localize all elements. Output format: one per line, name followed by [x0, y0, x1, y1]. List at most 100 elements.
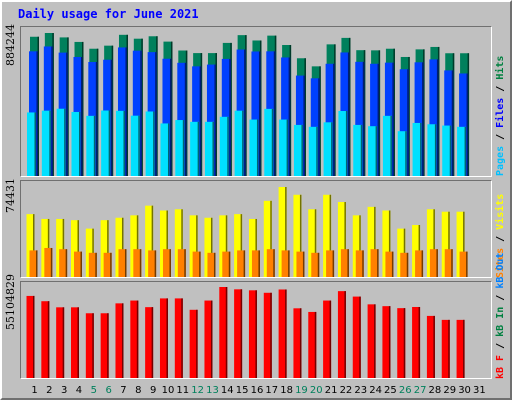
sites-bar-shade [213, 252, 216, 277]
kbytes-bar-shade [107, 313, 109, 378]
pages-bar [101, 110, 111, 176]
sites-bar-shade [228, 251, 231, 277]
kbytes-bar-shade [403, 308, 406, 378]
hits-bar-shade [393, 48, 395, 177]
visits-bar [159, 210, 168, 277]
files-bar-shade [258, 51, 261, 176]
visits-bar-shade [329, 194, 332, 277]
pages-bar-shade [331, 122, 333, 176]
pages-bar [56, 108, 66, 176]
files-bar-shade [451, 70, 454, 176]
visits-bar [56, 218, 65, 277]
visits-bar-shade [344, 202, 346, 277]
files-bar [429, 59, 439, 177]
hits-bar-shade [319, 66, 321, 176]
day-tick-label: 8 [135, 385, 141, 396]
sites-bar [281, 250, 290, 277]
kbytes-bar-shade [121, 303, 124, 378]
day-tick-label: 4 [76, 385, 82, 396]
day-tick-label: 15 [236, 385, 249, 396]
sites-bar [133, 249, 142, 277]
hits-bar-shade [304, 58, 306, 176]
kbytes-bar [219, 287, 228, 378]
pages-bar [234, 110, 244, 176]
kbytes-bar-shade [77, 307, 79, 378]
kbytes-bar [382, 306, 391, 378]
visits-bar-shade [285, 187, 287, 277]
kbytes-bar-shade [62, 307, 65, 378]
visits-bar-shade [374, 206, 376, 277]
visits-bar-shade [181, 209, 183, 277]
kbytes-bar-shade [299, 308, 302, 378]
files-bar [355, 61, 365, 176]
pages-bar-shade [360, 124, 363, 176]
day-tick-label: 27 [414, 385, 427, 396]
sites-bar-shade [258, 250, 260, 277]
visits-bar-shade [359, 215, 361, 277]
pages-bar [41, 110, 51, 176]
chart-title: Daily usage for June 2021 [18, 7, 199, 21]
sites-bar [103, 252, 112, 277]
day-tick-label: 26 [399, 385, 412, 396]
files-bar-shade [392, 62, 394, 176]
files-bar [206, 64, 216, 176]
sites-bar-shade [184, 249, 186, 277]
files-bar-shade [318, 78, 320, 176]
files-bar-shade [110, 59, 113, 177]
files-bar [162, 58, 172, 177]
day-tick-label: 5 [91, 385, 97, 396]
files-bar-shade [466, 73, 469, 176]
hits-bar-shade [423, 49, 425, 177]
pages-bar-shade [316, 126, 318, 176]
sites-bar-shade [347, 249, 349, 277]
day-tick-label: 10 [162, 385, 175, 396]
hits-bar-shade [96, 48, 99, 177]
kbytes-bar-shade [463, 319, 465, 378]
pages-bar-shade [405, 131, 407, 176]
kbytes-bar [323, 300, 332, 378]
kbytes-bar-shade [314, 311, 317, 378]
visits-bar-shade [196, 215, 198, 277]
kbytes-bar-shade [151, 307, 154, 378]
sites-bar [73, 251, 82, 277]
hits-bar-shade [67, 37, 69, 177]
kbytes-bar-shade [196, 309, 198, 378]
sites-bar [44, 247, 53, 277]
pages-bar-shade [64, 108, 66, 176]
hits-bar-shade [334, 44, 336, 176]
sites-bar [296, 251, 305, 277]
hits-bar-shade [274, 35, 277, 176]
kbytes-bar [308, 311, 317, 378]
files-bar-shade [140, 50, 142, 176]
pages-bar [175, 120, 185, 176]
kbytes-bar-shade [344, 291, 346, 378]
kbytes-bar-shade [210, 300, 213, 378]
pages-bar [293, 124, 303, 176]
hits-bar-shade [156, 36, 158, 176]
visits-bar-shade [433, 209, 435, 277]
sites-bar-shade [302, 251, 305, 277]
files-bar [251, 51, 261, 176]
kbytes-bar-shade [329, 300, 332, 378]
hits-bar-shade [245, 35, 247, 177]
sites-bar [162, 249, 171, 277]
kbytes-bar-shade [418, 306, 421, 378]
kbytes-bar-shade [47, 301, 50, 378]
sites-bar [207, 252, 216, 277]
pages-bar [397, 131, 407, 176]
pages-bar [190, 121, 200, 176]
hits-bar-shade [215, 53, 217, 177]
files-bar-shade [51, 46, 53, 177]
files-bar [132, 50, 142, 176]
files-bar-shade [36, 51, 38, 176]
pages-bar-shade [242, 110, 244, 176]
day-tick-label: 7 [120, 385, 126, 396]
files-bar [192, 66, 202, 176]
kbytes-bar [56, 307, 65, 378]
sites-bar [29, 250, 38, 277]
kbytes-bar-shade [285, 289, 287, 378]
hits-bar-shade [37, 36, 39, 177]
sites-bar-shade [377, 249, 379, 277]
visits-bar-shade [121, 217, 124, 277]
